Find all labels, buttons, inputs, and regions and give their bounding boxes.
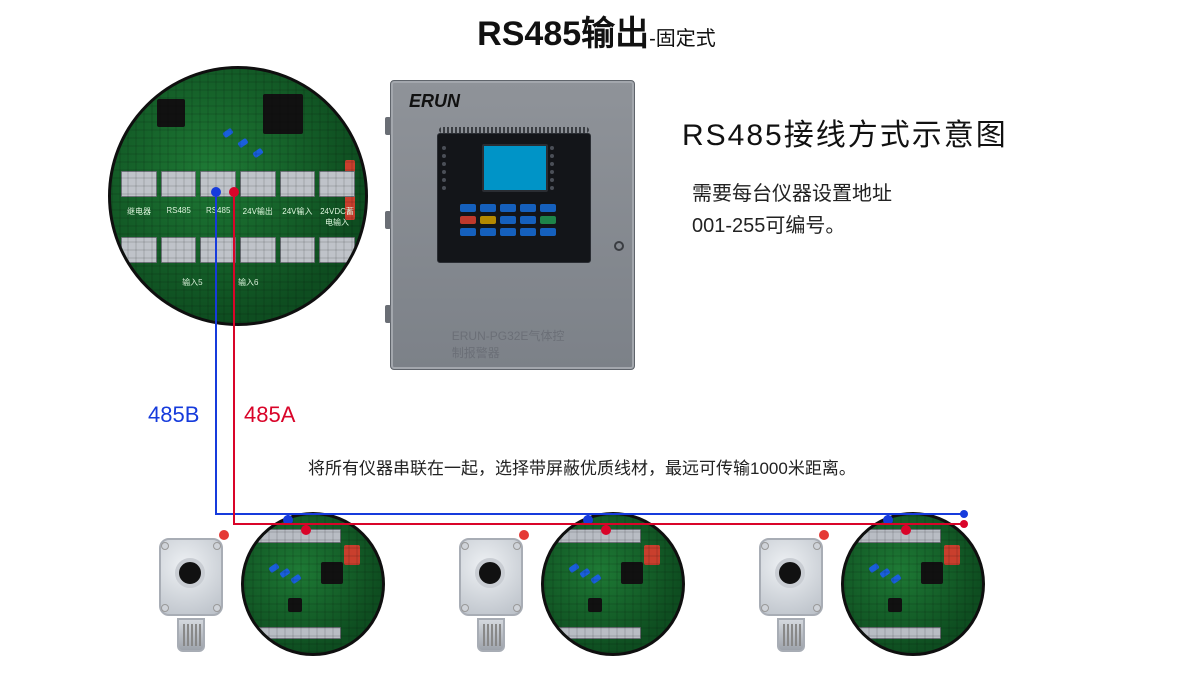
- tap-dot-blue: [211, 187, 221, 197]
- alarm-led-icon: [519, 530, 529, 540]
- wire-label-485a: 485A: [244, 402, 295, 428]
- tap-dot-red: [229, 187, 239, 197]
- right-description: 需要每台仪器设置地址 001-255可编号。: [692, 178, 892, 242]
- detector-device: [449, 528, 533, 658]
- tap-dot-red: [301, 525, 311, 535]
- led-column-left: [442, 146, 478, 190]
- terminal-label: RS485: [161, 206, 197, 228]
- capacitor-icon: [222, 128, 234, 139]
- terminal-label: 输入6: [238, 277, 258, 288]
- right-desc-line1: 需要每台仪器设置地址: [692, 178, 892, 210]
- terminal-label: 入4: [126, 277, 138, 288]
- sensor-nozzle-icon: [177, 618, 205, 652]
- tap-dot-red: [601, 525, 611, 535]
- pcb-sensor: [841, 512, 985, 656]
- tap-dot-blue: [283, 515, 293, 525]
- terminal-label: 24VDC蓄电输入: [319, 206, 355, 228]
- terminal-label: 输入5: [182, 277, 202, 288]
- lock-icon: [614, 241, 624, 251]
- tap-dot-blue: [583, 515, 593, 525]
- terminal-label: 继电器: [121, 206, 157, 228]
- wire-label-485b: 485B: [148, 402, 199, 428]
- screen-icon: [482, 144, 548, 192]
- terminal-labels-row: 继电器 RS485 RS485 24V输出 24V输入 24VDC蓄电输入: [121, 206, 355, 228]
- detector-device: [749, 528, 833, 658]
- pcb-main: 继电器 RS485 RS485 24V输出 24V输入 24VDC蓄电输入 入4…: [108, 66, 368, 326]
- lens-icon: [775, 558, 805, 588]
- title-sub: -固定式: [649, 28, 716, 50]
- hinge-icon: [385, 117, 391, 135]
- led-column-right: [550, 146, 586, 190]
- hinge-icon: [385, 305, 391, 323]
- controlbox-logo: ERUN: [409, 91, 460, 112]
- lens-icon: [475, 558, 505, 588]
- alarm-led-icon: [219, 530, 229, 540]
- chip-icon: [157, 99, 185, 127]
- chip-icon: [263, 94, 303, 134]
- alarm-led-icon: [819, 530, 829, 540]
- controlbox-caption: ERUN-PG32E气体控制报警器: [452, 327, 574, 361]
- bus-description: 将所有仪器串联在一起，选择带屏蔽优质线材，最远可传输1000米距离。: [308, 454, 856, 479]
- control-box: ERUN ERUN-PG32E气体控制报警器: [390, 80, 635, 370]
- terminal-block-row: [121, 237, 355, 263]
- tap-dot-blue: [883, 515, 893, 525]
- pcb-sensor: [541, 512, 685, 656]
- terminal-label: 24V输出: [240, 206, 276, 228]
- capacitor-icon: [252, 148, 264, 159]
- tap-dot-red: [901, 525, 911, 535]
- right-heading: RS485接线方式示意图: [682, 110, 1008, 154]
- diagram-stage: RS485输出-固定式 RS485接线方式示意图 需要每台仪器设置地址 001-…: [0, 0, 1193, 693]
- wire-strip-icon: [345, 160, 355, 220]
- terminal-label: RS485: [200, 206, 236, 228]
- lens-icon: [175, 558, 205, 588]
- terminal-label: 24V输入: [280, 206, 316, 228]
- keypad: [460, 204, 572, 236]
- sensor-nozzle-icon: [477, 618, 505, 652]
- controlbox-panel: [437, 133, 591, 263]
- pcb-sensor: [241, 512, 385, 656]
- title-row: RS485输出-固定式: [0, 6, 1193, 55]
- detector-device: [149, 528, 233, 658]
- right-desc-line2: 001-255可编号。: [692, 210, 892, 242]
- hinge-icon: [385, 211, 391, 229]
- title-main: RS485输出: [477, 15, 649, 53]
- capacitor-icon: [237, 138, 249, 149]
- sensor-nozzle-icon: [777, 618, 805, 652]
